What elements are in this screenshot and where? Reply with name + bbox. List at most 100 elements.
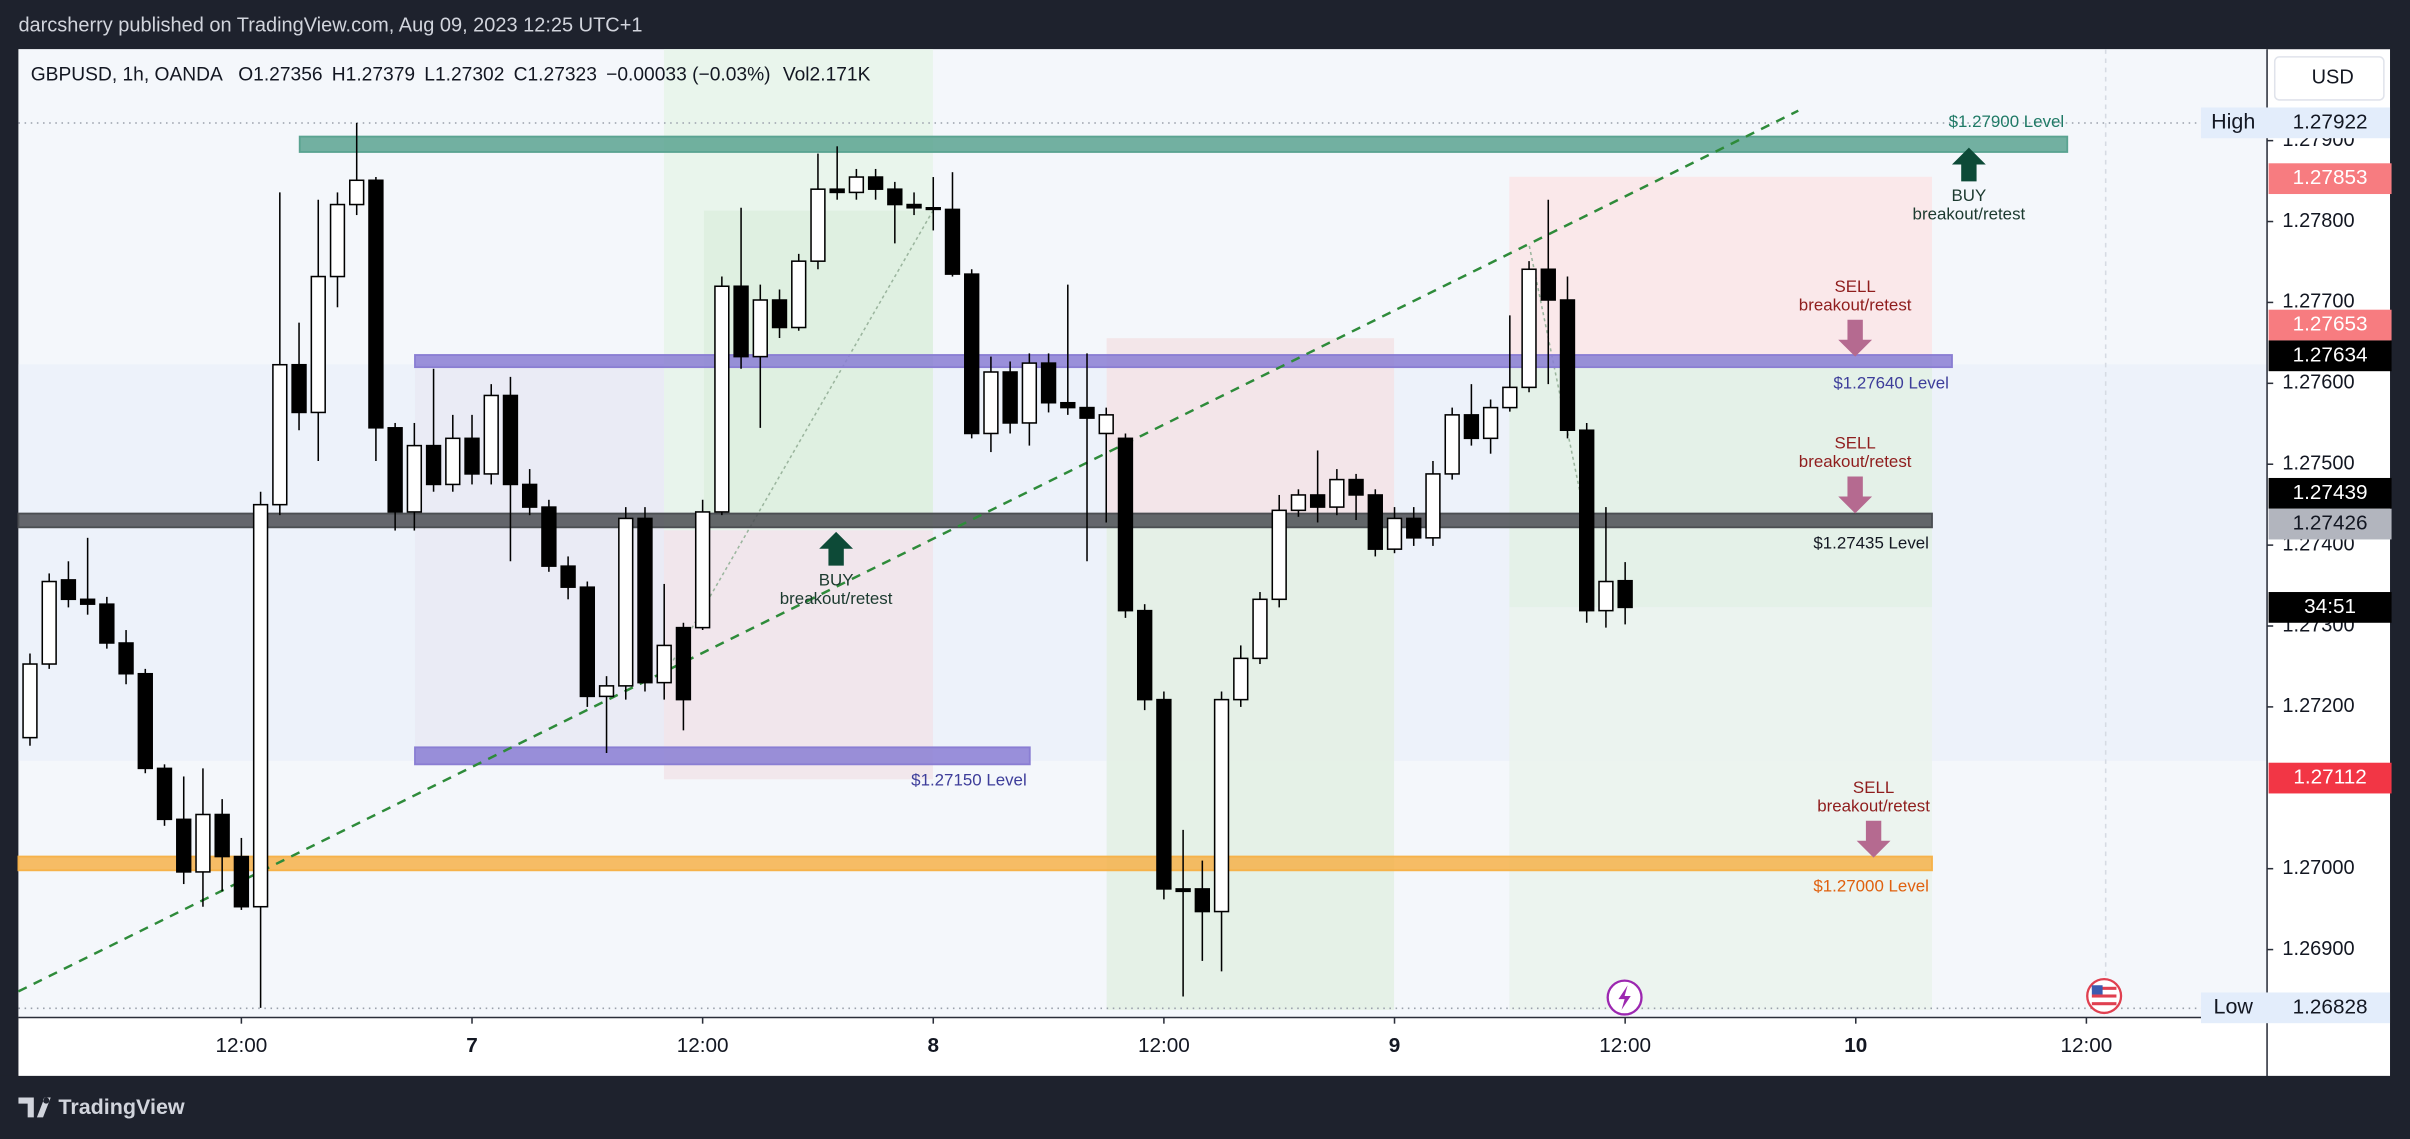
price-tag	[2200, 992, 2391, 1024]
y-tick-label: 1.27000	[2282, 857, 2354, 879]
footer	[0, 1075, 2410, 1139]
y-tick-label: 1.27800	[2282, 210, 2354, 232]
level-zone	[414, 746, 1031, 766]
candle-body	[156, 767, 173, 821]
candle-body	[867, 176, 884, 190]
level-zone	[298, 135, 2069, 153]
legend-prefix: C	[514, 64, 528, 85]
x-tick-label: 9	[1389, 1034, 1401, 1057]
x-tick-label: 12:00	[2060, 1034, 2112, 1057]
price-tag-label: 1.27426	[2293, 512, 2368, 535]
annotation-text: breakout/retest	[1799, 295, 1912, 314]
annotations: BUYbreakout/retestBUYbreakout/retestSELL…	[780, 147, 2026, 858]
candle-body	[1425, 473, 1441, 539]
levels: $1.27900 Level $1.27640 Level $1.27435 Lev…	[17, 112, 2069, 896]
candle-body	[1598, 580, 1614, 612]
price-tag-label: 1.27112	[2293, 766, 2366, 789]
candle-body	[714, 285, 730, 513]
candle-body	[579, 586, 596, 698]
legend-symbol: GBPUSD, 1h, OANDA	[31, 64, 223, 85]
y-tick-label: 1.27500	[2282, 452, 2354, 474]
candle-body	[964, 273, 980, 435]
candle-body	[810, 188, 826, 262]
x-tick-label: 12:00	[677, 1034, 729, 1057]
position-zone	[1509, 607, 1932, 1010]
legend-change: −0.00033 (−0.03%)	[606, 64, 770, 85]
candle-body	[79, 598, 96, 605]
flag-stripe	[2091, 1002, 2117, 1006]
candle-body	[906, 203, 922, 209]
candle-body	[752, 299, 768, 358]
candle-body	[1290, 494, 1307, 512]
currency: USD	[2312, 67, 2354, 89]
candle-body	[22, 663, 38, 739]
legend-prefix: H	[332, 64, 346, 85]
level-label: $1.27000 Level	[1813, 877, 1929, 896]
candle-body	[425, 444, 442, 486]
candle-body	[137, 672, 153, 770]
x-tick-label: 8	[927, 1034, 939, 1057]
legend: GBPUSD, 1h, OANDA O1.27356 H1.27379 L1.2730…	[31, 64, 871, 85]
price-tag	[2268, 340, 2392, 372]
legend-value: 1.27302	[435, 64, 504, 85]
candle-body	[233, 855, 250, 908]
candle-body	[1117, 437, 1134, 612]
price-tag	[2268, 309, 2392, 341]
y-tick-label: 1.27700	[2282, 291, 2354, 313]
annotation-arrow	[819, 531, 854, 566]
candle-body	[1271, 509, 1287, 601]
candle-body	[310, 275, 326, 414]
candle-body	[1444, 414, 1460, 475]
price-tag	[2200, 107, 2391, 139]
price-tag-label: 1.27439	[2293, 481, 2368, 504]
price-tag-label: 1.27853	[2293, 166, 2368, 189]
candle-body	[368, 179, 384, 429]
level-label: $1.27435 Level	[1813, 534, 1929, 553]
candle-body	[1617, 579, 1633, 609]
annotation-title: SELL	[1853, 778, 1894, 797]
countdown: 34:51	[2304, 595, 2356, 618]
legend-value: 1.27356	[253, 64, 322, 85]
price-axis: 1.269001.270001.272001.273001.274001.275…	[215, 107, 2392, 1057]
price-tag-label: 1.27634	[2293, 343, 2368, 366]
x-tick-label: 10	[1844, 1034, 1867, 1057]
candle-body	[1482, 406, 1499, 440]
candle-body	[1406, 517, 1422, 539]
candle-body	[60, 579, 77, 601]
candle-body	[1021, 362, 1038, 424]
legend-prefix: L	[424, 64, 435, 85]
candle-body	[464, 437, 480, 475]
candle-body	[733, 285, 749, 358]
candle-body	[1540, 268, 1556, 301]
candle-body	[272, 363, 288, 506]
annotation-text: breakout/retest	[1799, 452, 1912, 471]
candle-body	[387, 427, 403, 513]
annotation-arrow	[1838, 319, 1873, 357]
candle-body	[560, 565, 576, 588]
candle-body	[195, 813, 211, 873]
candle-body	[694, 511, 711, 629]
candle-body	[656, 644, 672, 684]
candle-body	[1213, 698, 1230, 913]
candle-body	[1175, 888, 1191, 893]
candle-body	[1386, 517, 1403, 550]
x-tick-label: 12:00	[1138, 1034, 1190, 1057]
candle-body	[1079, 406, 1095, 419]
candle-body	[1329, 478, 1345, 508]
price-tag-label: 1.27653	[2293, 313, 2368, 336]
legend-value: 1.27323	[528, 64, 597, 85]
annotation-title: SELL	[1834, 434, 1875, 453]
candle-body	[176, 818, 192, 873]
flag-stripe	[2091, 986, 2117, 990]
candle-body	[618, 517, 634, 687]
candle-body	[1502, 386, 1518, 409]
candle-body	[848, 176, 865, 194]
candle-body	[887, 188, 903, 206]
position-line	[1528, 245, 1584, 508]
candle-body	[791, 260, 807, 329]
currency-box[interactable]	[2273, 56, 2385, 101]
annotation-text: breakout/retest	[780, 589, 893, 608]
candle-body	[1098, 414, 1114, 435]
